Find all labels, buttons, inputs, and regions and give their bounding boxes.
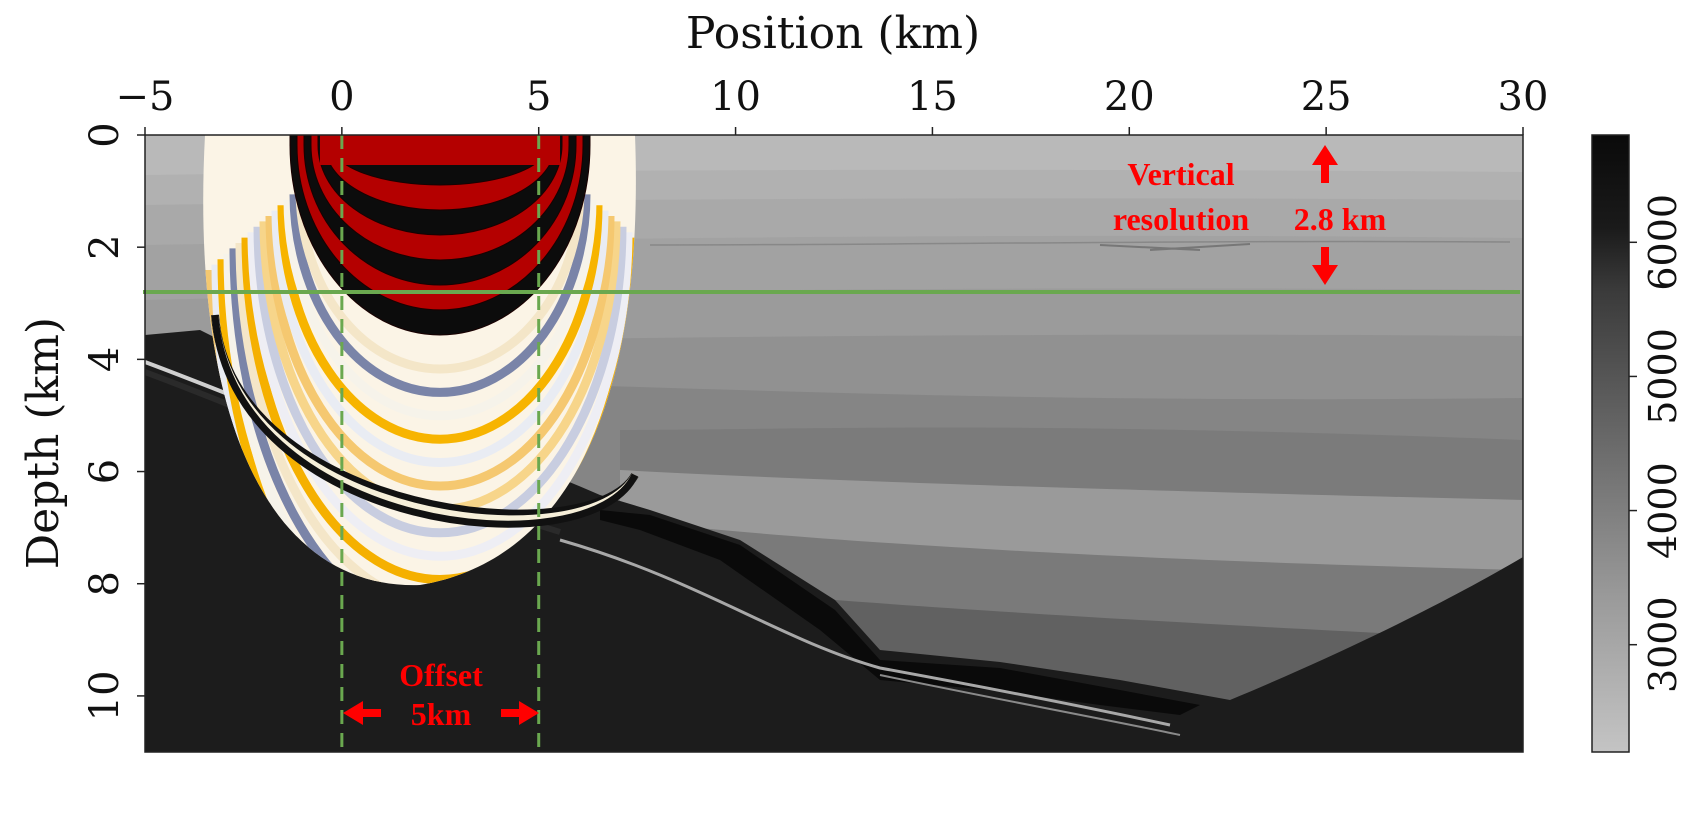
colorbar-tick-label: 4000	[1641, 462, 1685, 559]
right-arrow-icon	[501, 701, 539, 725]
x-tick-label: −5	[116, 74, 175, 120]
down-arrow-icon	[1312, 247, 1338, 285]
resolution-value-label: 2.8 km	[1294, 201, 1387, 237]
wavefront-ring	[277, 205, 603, 444]
y-tick-label: 6	[82, 459, 128, 484]
colorbar-tick-label: 6000	[1641, 194, 1685, 291]
wavefront-ring	[283, 199, 597, 421]
x-tick-label: 25	[1301, 74, 1352, 120]
x-tick-label: 5	[526, 74, 551, 120]
y-tick-label: 4	[82, 347, 128, 372]
resolution-arrows	[1312, 145, 1338, 285]
x-tick-label: 10	[710, 74, 761, 120]
x-tick-label: 30	[1498, 74, 1549, 120]
vertical-resolution-annotation: Vertical resolution 2.8 km	[1113, 145, 1387, 285]
x-tick-label: 0	[329, 74, 354, 120]
y-tick-label: 8	[82, 571, 128, 596]
wavefront-ring	[271, 210, 609, 468]
y-axis: 0 2 4 6 8 10	[82, 122, 145, 721]
y-tick-label: 2	[82, 234, 128, 259]
wavefront-ring	[289, 194, 591, 397]
up-arrow-icon	[1312, 145, 1338, 183]
wavefront-core-top	[320, 135, 560, 165]
wavefront-ring	[247, 232, 633, 561]
colorbar-tick-label: 5000	[1641, 328, 1685, 425]
y-tick-label: 0	[82, 122, 128, 147]
colorbar: 3000 4000 5000 6000	[1591, 134, 1685, 753]
y-axis-title: Depth (km)	[18, 317, 69, 569]
y-tick-label: 10	[82, 670, 128, 721]
x-tick-label: 20	[1104, 74, 1155, 120]
offset-label-line1: Offset	[399, 657, 483, 693]
wavefront-rim	[211, 314, 639, 528]
x-axis-title: Position (km)	[686, 8, 980, 59]
wavefront-ring	[265, 215, 615, 491]
left-arrow-icon	[343, 701, 381, 725]
offset-label-line2: 5km	[411, 696, 472, 732]
plot-frame	[144, 134, 1524, 753]
colorbar-ticks: 3000 4000 5000 6000	[1629, 194, 1685, 693]
guide-lines	[143, 135, 1520, 752]
x-axis: −5 0 5 10 15 20 25 30	[116, 74, 1549, 135]
offset-annotation: Offset 5km	[343, 657, 539, 732]
x-tick-label: 15	[907, 74, 958, 120]
wavefront-ring	[253, 226, 627, 538]
colorbar-tick-label: 3000	[1641, 596, 1685, 693]
colorbar-gradient	[1591, 134, 1630, 753]
vertical-resolution-label-line1: Vertical	[1127, 156, 1234, 192]
vertical-resolution-label-line2: resolution	[1113, 201, 1250, 237]
wavefront-ring	[295, 188, 585, 374]
